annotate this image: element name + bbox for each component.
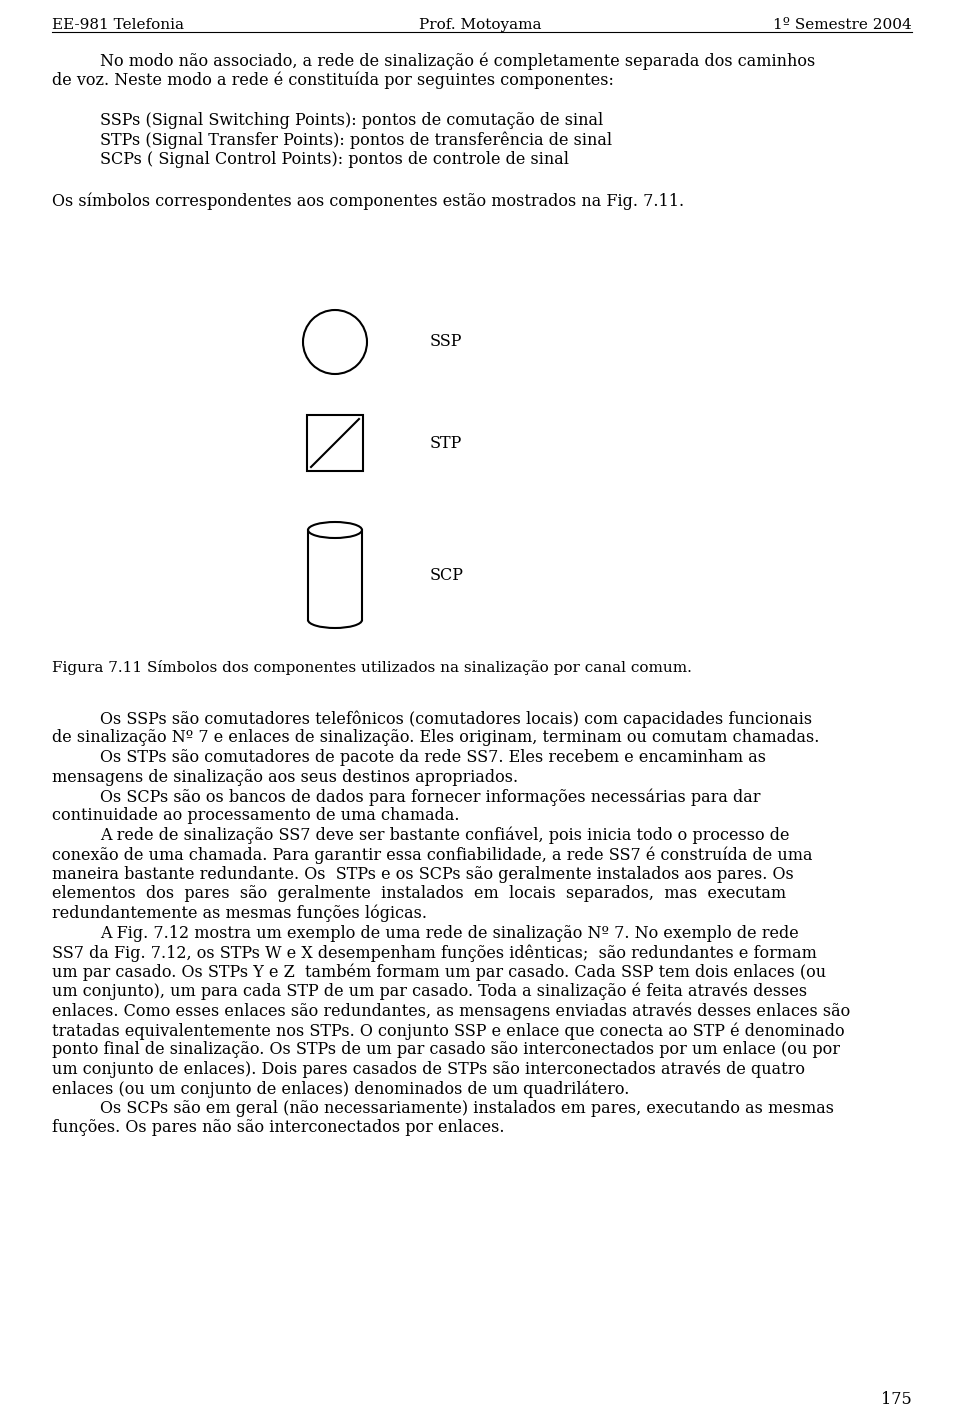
- Text: tratadas equivalentemente nos STPs. O conjunto SSP e enlace que conecta ao STP é: tratadas equivalentemente nos STPs. O co…: [52, 1022, 845, 1040]
- Text: de voz. Neste modo a rede é constituída por seguintes componentes:: de voz. Neste modo a rede é constituída …: [52, 71, 613, 89]
- Text: um par casado. Os STPs Y e Z  também formam um par casado. Cada SSP tem dois enl: um par casado. Os STPs Y e Z também form…: [52, 964, 827, 981]
- Text: Os SCPs são em geral (não necessariamente) instalados em pares, executando as me: Os SCPs são em geral (não necessariament…: [100, 1100, 834, 1117]
- Text: um conjunto de enlaces). Dois pares casados de STPs são interconectados através : um conjunto de enlaces). Dois pares casa…: [52, 1061, 805, 1078]
- Text: STPs (Signal Transfer Points): pontos de transferência de sinal: STPs (Signal Transfer Points): pontos de…: [100, 131, 612, 150]
- Text: STP: STP: [430, 434, 463, 451]
- Text: SS7 da Fig. 7.12, os STPs W e X desempenham funções idênticas;  são redundantes : SS7 da Fig. 7.12, os STPs W e X desempen…: [52, 944, 817, 961]
- Text: elementos  dos  pares  são  geralmente  instalados  em  locais  separados,  mas : elementos dos pares são geralmente insta…: [52, 885, 786, 902]
- Text: conexão de uma chamada. Para garantir essa confiabilidade, a rede SS7 é construí: conexão de uma chamada. Para garantir es…: [52, 847, 812, 864]
- Text: redundantemente as mesmas funções lógicas.: redundantemente as mesmas funções lógica…: [52, 905, 427, 922]
- Text: Os símbolos correspondentes aos componentes estão mostrados na Fig. 7.11.: Os símbolos correspondentes aos componen…: [52, 193, 684, 210]
- Text: Os SSPs são comutadores telefônicos (comutadores locais) com capacidades funcion: Os SSPs são comutadores telefônicos (com…: [100, 710, 812, 727]
- Text: enlaces. Como esses enlaces são redundantes, as mensagens enviadas através desse: enlaces. Como esses enlaces são redundan…: [52, 1002, 851, 1020]
- Text: SSP: SSP: [430, 334, 463, 350]
- Text: funções. Os pares não são interconectados por enlaces.: funções. Os pares não são interconectado…: [52, 1120, 505, 1137]
- Text: Figura 7.11 Símbolos dos componentes utilizados na sinalização por canal comum.: Figura 7.11 Símbolos dos componentes uti…: [52, 660, 692, 675]
- Text: continuidade ao processamento de uma chamada.: continuidade ao processamento de uma cha…: [52, 807, 460, 824]
- Text: 175: 175: [881, 1391, 912, 1408]
- Text: um conjunto), um para cada STP de um par casado. Toda a sinalização é feita atra: um conjunto), um para cada STP de um par…: [52, 982, 807, 1001]
- Text: A Fig. 7.12 mostra um exemplo de uma rede de sinalização Nº 7. No exemplo de red: A Fig. 7.12 mostra um exemplo de uma red…: [100, 924, 799, 941]
- Text: maneira bastante redundante. Os  STPs e os SCPs são geralmente instalados aos pa: maneira bastante redundante. Os STPs e o…: [52, 865, 794, 883]
- Text: SCP: SCP: [430, 567, 464, 584]
- Text: 1º Semestre 2004: 1º Semestre 2004: [773, 19, 912, 31]
- Text: SCPs ( Signal Control Points): pontos de controle de sinal: SCPs ( Signal Control Points): pontos de…: [100, 151, 569, 169]
- Text: SSPs (Signal Switching Points): pontos de comutação de sinal: SSPs (Signal Switching Points): pontos d…: [100, 113, 603, 130]
- Text: No modo não associado, a rede de sinalização é completamente separada dos caminh: No modo não associado, a rede de sinaliz…: [100, 51, 815, 70]
- Text: Os SCPs são os bancos de dados para fornecer informações necessárias para dar: Os SCPs são os bancos de dados para forn…: [100, 788, 760, 805]
- Bar: [307, 416, 363, 471]
- Text: mensagens de sinalização aos seus destinos apropriados.: mensagens de sinalização aos seus destin…: [52, 768, 518, 785]
- Text: Prof. Motoyama: Prof. Motoyama: [419, 19, 541, 31]
- Text: de sinalização Nº 7 e enlaces de sinalização. Eles originam, terminam ou comutam: de sinalização Nº 7 e enlaces de sinaliz…: [52, 730, 820, 747]
- Text: enlaces (ou um conjunto de enlaces) denominados de um quadrilátero.: enlaces (ou um conjunto de enlaces) deno…: [52, 1081, 630, 1098]
- Text: A rede de sinalização SS7 deve ser bastante confiável, pois inicia todo o proces: A rede de sinalização SS7 deve ser basta…: [100, 827, 789, 844]
- Text: Os STPs são comutadores de pacote da rede SS7. Eles recebem e encaminham as: Os STPs são comutadores de pacote da red…: [100, 750, 766, 765]
- Text: ponto final de sinalização. Os STPs de um par casado são interconectados por um : ponto final de sinalização. Os STPs de u…: [52, 1041, 840, 1058]
- Text: EE-981 Telefonia: EE-981 Telefonia: [52, 19, 184, 31]
